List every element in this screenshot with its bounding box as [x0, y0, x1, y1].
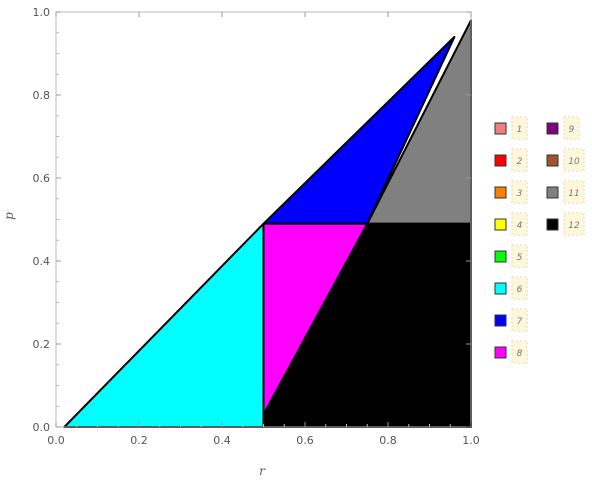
legend-label-box-11	[563, 180, 585, 204]
legend-label-box-1	[511, 116, 528, 140]
legend-label-7: 7	[517, 317, 523, 327]
legend-label-box-8	[511, 340, 528, 364]
x-axis-label: r	[259, 464, 266, 478]
legend-label-6: 6	[517, 285, 523, 295]
legend-label-9: 9	[569, 125, 575, 135]
legend-swatch-10	[546, 154, 559, 167]
legend-swatch-1	[494, 122, 507, 135]
y-tick-label: 0.8	[33, 89, 51, 102]
legend-swatch-3	[494, 186, 507, 199]
legend-label-box-9	[563, 116, 580, 140]
legend-label-box-6	[511, 276, 528, 300]
legend-label-box-12	[563, 212, 585, 236]
legend-label-box-3	[511, 180, 528, 204]
legend-label-5: 5	[517, 253, 523, 263]
legend-swatch-8	[494, 346, 507, 359]
legend-label-box-7	[511, 308, 528, 332]
legend-swatch-9	[546, 122, 559, 135]
y-axis-label: p	[2, 212, 16, 220]
legend-label-3: 3	[517, 189, 523, 199]
legend-label-box-4	[511, 212, 528, 236]
y-tick-label: 0.6	[33, 172, 51, 185]
legend-label-1: 1	[517, 125, 523, 135]
x-tick-label: 1.0	[462, 434, 480, 447]
legend-label-11: 11	[568, 189, 579, 199]
x-tick-label: 0.0	[47, 434, 65, 447]
legend-swatch-6	[494, 282, 507, 295]
x-tick-label: 0.4	[213, 434, 231, 447]
y-tick-label: 1.0	[33, 6, 51, 19]
x-tick-label: 0.6	[296, 434, 314, 447]
legend-label-8: 8	[517, 349, 523, 359]
x-axis: 0.0 0.2 0.4 0.6 0.8 1.0	[47, 12, 480, 447]
legend-label-box-5	[511, 244, 528, 268]
legend-swatch-4	[494, 218, 507, 231]
legend-swatch-11	[546, 186, 559, 199]
legend-label-2: 2	[517, 157, 523, 167]
legend-label-box-10	[563, 148, 585, 172]
y-axis: 0.0 0.2 0.4 0.6 0.8 1.0	[33, 6, 471, 434]
x-tick-label: 0.8	[379, 434, 397, 447]
legend-swatch-5	[494, 250, 507, 263]
legend-swatch-12	[546, 218, 559, 231]
legend-label-10: 10	[568, 157, 580, 167]
legend-label-box-2	[511, 148, 528, 172]
y-tick-label: 0.4	[33, 255, 51, 268]
regions-layer	[63, 19, 472, 428]
x-tick-label: 0.2	[130, 434, 148, 447]
legend-label-12: 12	[568, 221, 580, 231]
legend-swatch-7	[494, 314, 507, 327]
legend-swatch-2	[494, 154, 507, 167]
y-tick-label: 0.2	[33, 338, 51, 351]
legend-label-4: 4	[517, 221, 523, 231]
y-tick-label: 0.0	[33, 421, 51, 434]
